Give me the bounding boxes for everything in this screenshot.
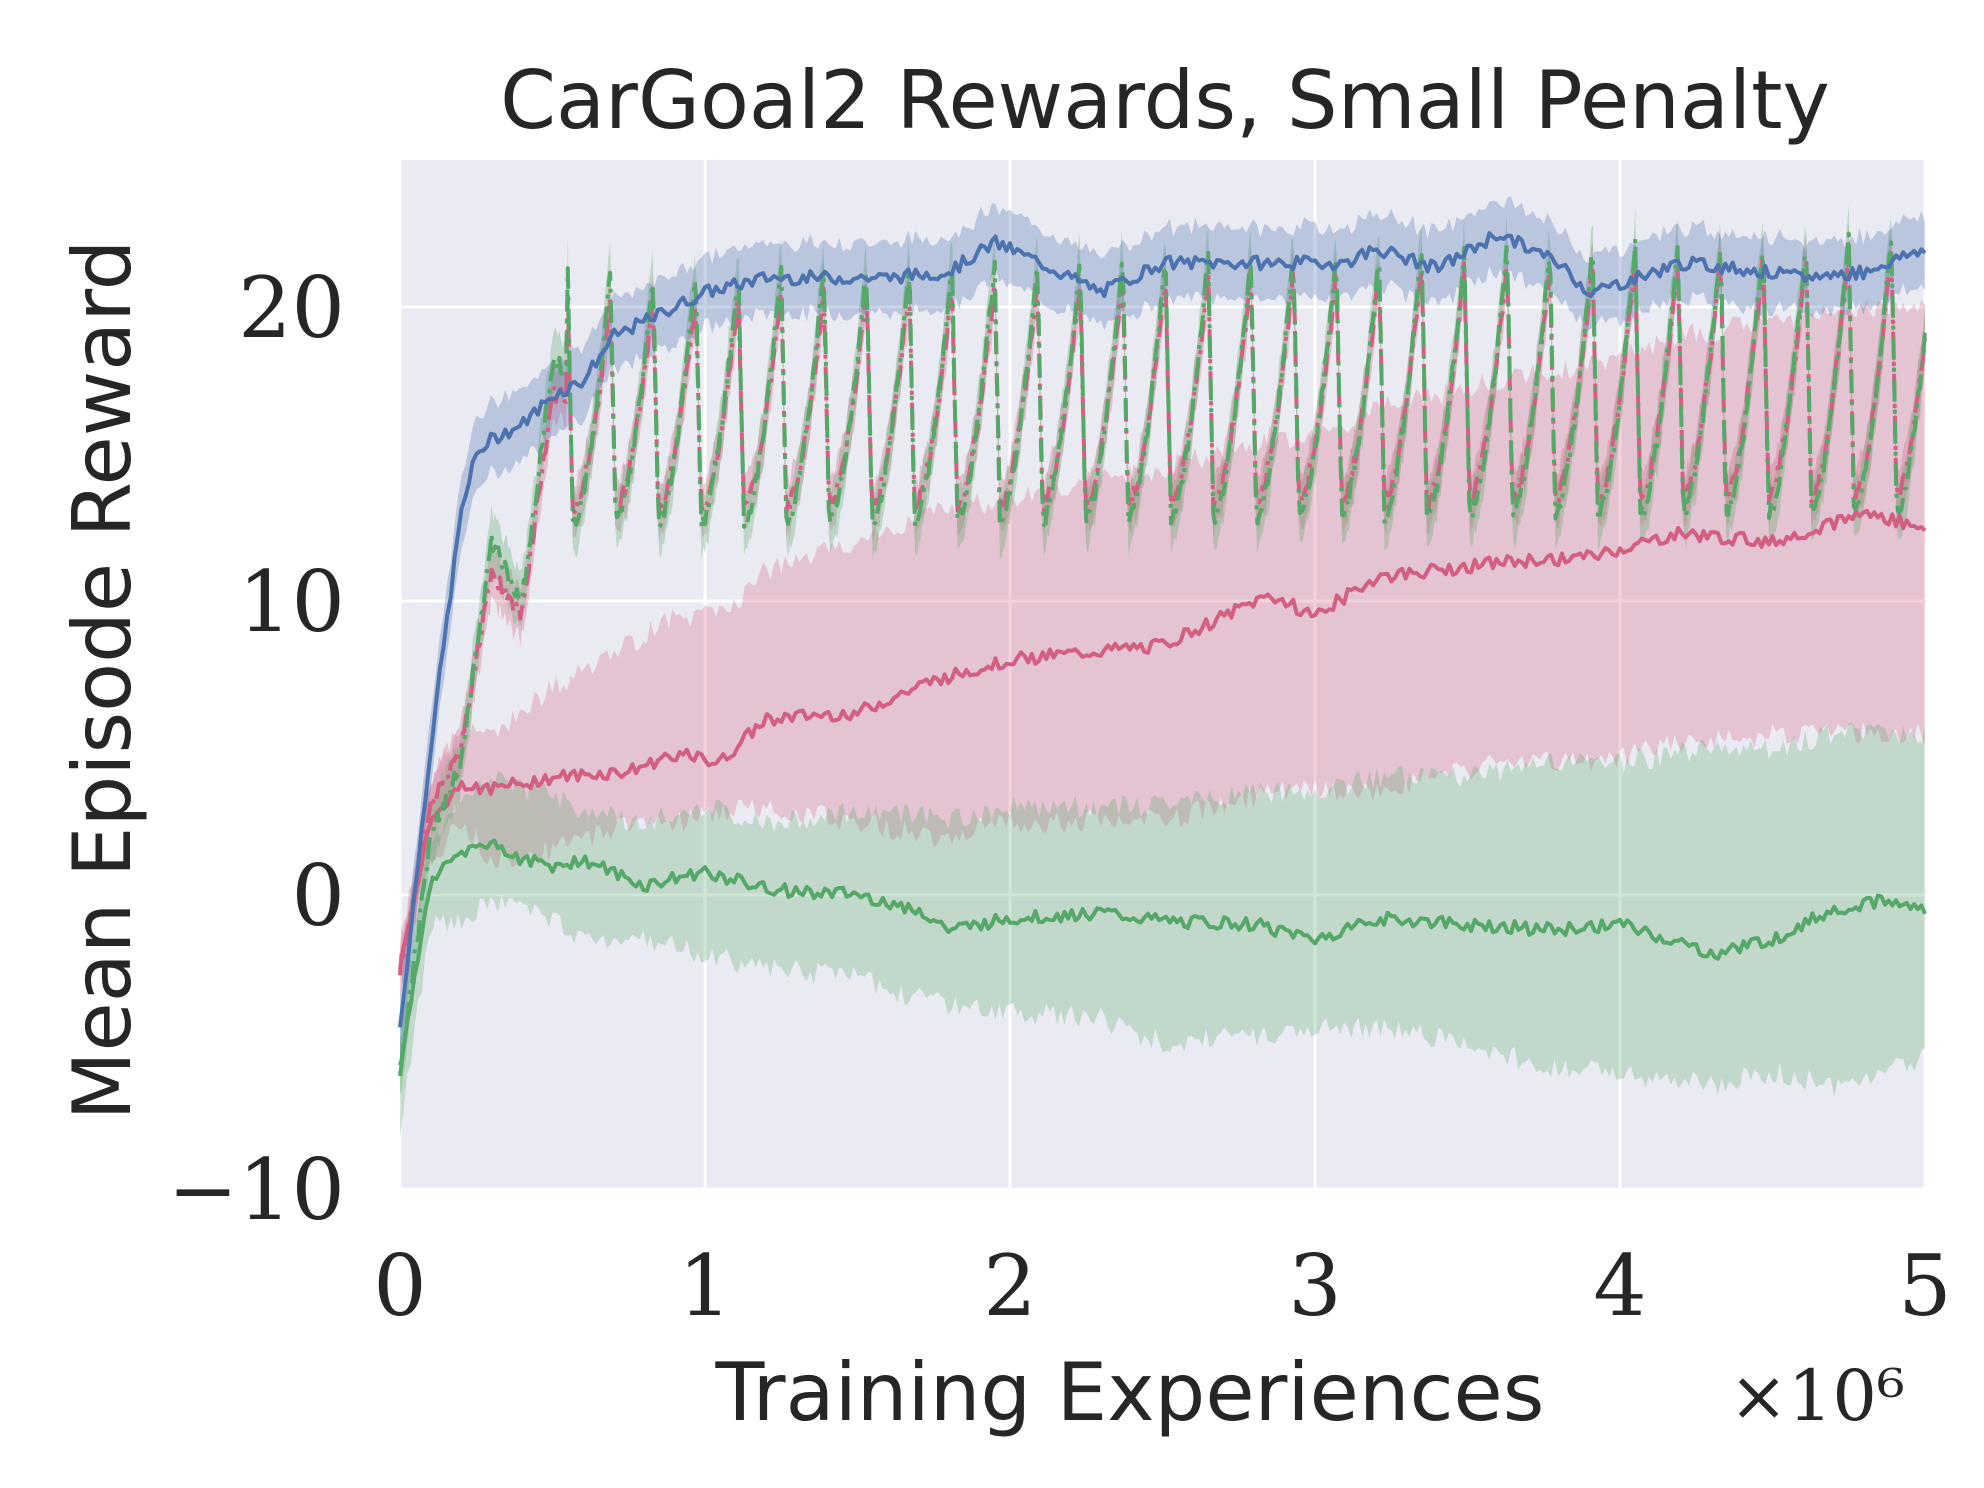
y-tick-label: 20 — [238, 259, 345, 357]
x-tick-label: 2 — [983, 1237, 1036, 1335]
x-tick-label: 5 — [1898, 1237, 1951, 1335]
x-axis-label: Training Experiences — [715, 1346, 1545, 1439]
x-tick-labels: 0 1 2 3 4 5 — [373, 1237, 1951, 1335]
y-tick-label: 0 — [292, 847, 345, 945]
x-tick-label: 1 — [678, 1237, 731, 1335]
x-tick-label: 4 — [1593, 1237, 1646, 1335]
chart-title: CarGoal2 Rewards, Small Penalty — [500, 54, 1830, 147]
y-tick-label: 10 — [238, 553, 345, 651]
line-green-solid — [398, 838, 1927, 1077]
series-lines — [398, 231, 1927, 1077]
y-tick-label: −10 — [168, 1141, 345, 1239]
y-tick-labels: −10 0 10 20 — [168, 259, 345, 1239]
line-pink-solid — [398, 508, 1927, 970]
line-green-dashdot — [398, 231, 1927, 1066]
confidence-bands — [400, 196, 1925, 1138]
x-tick-label: 0 — [373, 1237, 426, 1335]
band-green-solid — [400, 722, 1925, 1138]
y-axis-label: Mean Episode Reward — [56, 240, 149, 1121]
band-pink-solid — [400, 299, 1925, 977]
x-tick-label: 3 — [1288, 1237, 1341, 1335]
x-axis-multiplier: ×10⁶ — [1729, 1355, 1905, 1437]
band-blue-solid — [400, 196, 1925, 1063]
line-blue-solid — [398, 231, 1927, 1028]
